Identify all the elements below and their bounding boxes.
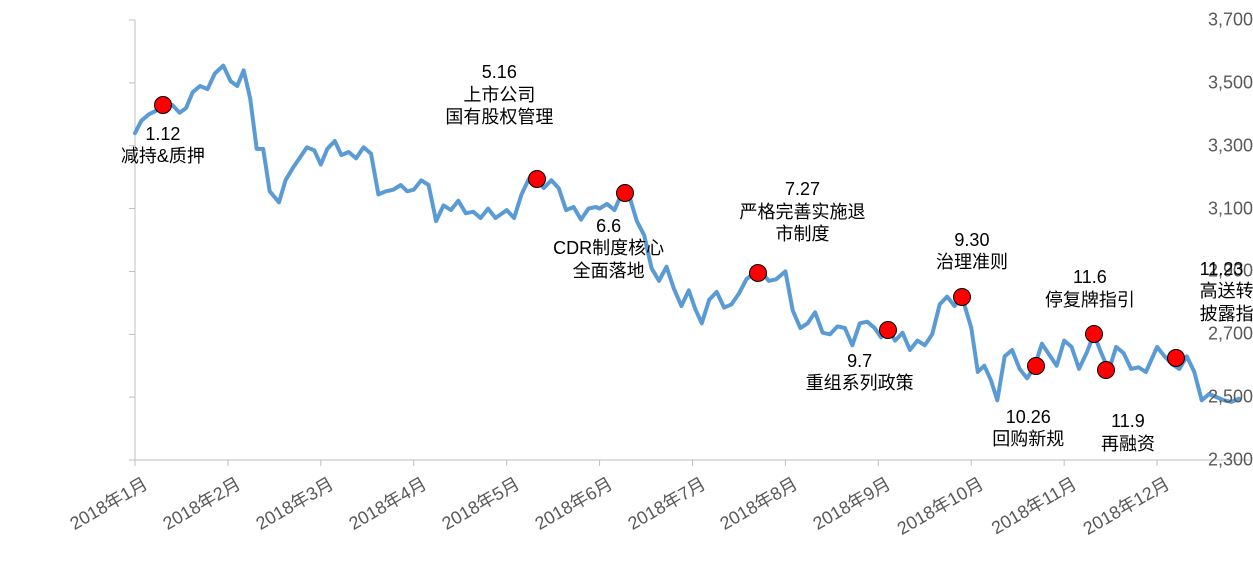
y-tick-label: 3,500: [1130, 72, 1253, 93]
event-date: 9.7: [806, 350, 914, 373]
event-line: 停复牌指引: [1045, 289, 1135, 312]
event-line: 减持&质押: [121, 145, 205, 168]
event-date: 6.6: [553, 215, 664, 238]
event-date: 7.27: [740, 178, 866, 201]
event-date: 11.6: [1045, 266, 1135, 289]
event-date: 10.26: [992, 406, 1064, 429]
event-label-e8: 11.6停复牌指引: [1045, 266, 1135, 311]
event-label-e1: 1.12减持&质押: [121, 123, 205, 168]
event-marker-e3: [616, 184, 634, 202]
event-marker-e2: [528, 170, 546, 188]
event-line: 高送转信: [1200, 280, 1253, 303]
event-marker-e6: [953, 288, 971, 306]
event-marker-e10: [1167, 349, 1185, 367]
event-label-e5: 9.7重组系列政策: [806, 350, 914, 395]
policy-timeline-chart: 2,3002,5002,7002,9003,1003,3003,5003,700…: [0, 0, 1253, 580]
event-marker-e7: [1027, 357, 1045, 375]
y-tick-label: 3,300: [1130, 135, 1253, 156]
event-line: 回购新规: [992, 428, 1064, 451]
event-line: 治理准则: [936, 251, 1008, 274]
event-date: 1.12: [121, 123, 205, 146]
event-label-e7: 10.26回购新规: [992, 406, 1064, 451]
event-date: 5.16: [445, 61, 553, 84]
event-line: 上市公司: [445, 84, 553, 107]
y-tick-label: 2,700: [1130, 324, 1253, 345]
event-line: 全面落地: [553, 260, 664, 283]
event-line: 再融资: [1101, 433, 1155, 456]
event-marker-e5: [879, 321, 897, 339]
event-date: 11.9: [1101, 410, 1155, 433]
event-date: 9.30: [936, 229, 1008, 252]
y-tick-label: 3,100: [1130, 198, 1253, 219]
event-line: 国有股权管理: [445, 106, 553, 129]
event-line: CDR制度核心: [553, 237, 664, 260]
y-tick-label: 3,700: [1130, 10, 1253, 31]
event-marker-e1: [154, 96, 172, 114]
event-marker-e9: [1097, 361, 1115, 379]
event-line: 重组系列政策: [806, 372, 914, 395]
event-label-e4: 7.27严格完善实施退市制度: [740, 178, 866, 246]
event-line: 披露指引: [1200, 303, 1253, 326]
event-label-e3: 6.6CDR制度核心全面落地: [553, 215, 664, 283]
event-line: 市制度: [740, 223, 866, 246]
event-label-e9: 11.9再融资: [1101, 410, 1155, 455]
event-date: 11.23: [1200, 258, 1253, 281]
event-label-e10: 11.23高送转信披露指引: [1200, 258, 1253, 326]
y-tick-label: 2,500: [1130, 387, 1253, 408]
event-marker-e4: [749, 264, 767, 282]
event-line: 严格完善实施退: [740, 201, 866, 224]
event-marker-e8: [1085, 325, 1103, 343]
event-label-e6: 9.30治理准则: [936, 229, 1008, 274]
event-label-e2: 5.16上市公司国有股权管理: [445, 61, 553, 129]
